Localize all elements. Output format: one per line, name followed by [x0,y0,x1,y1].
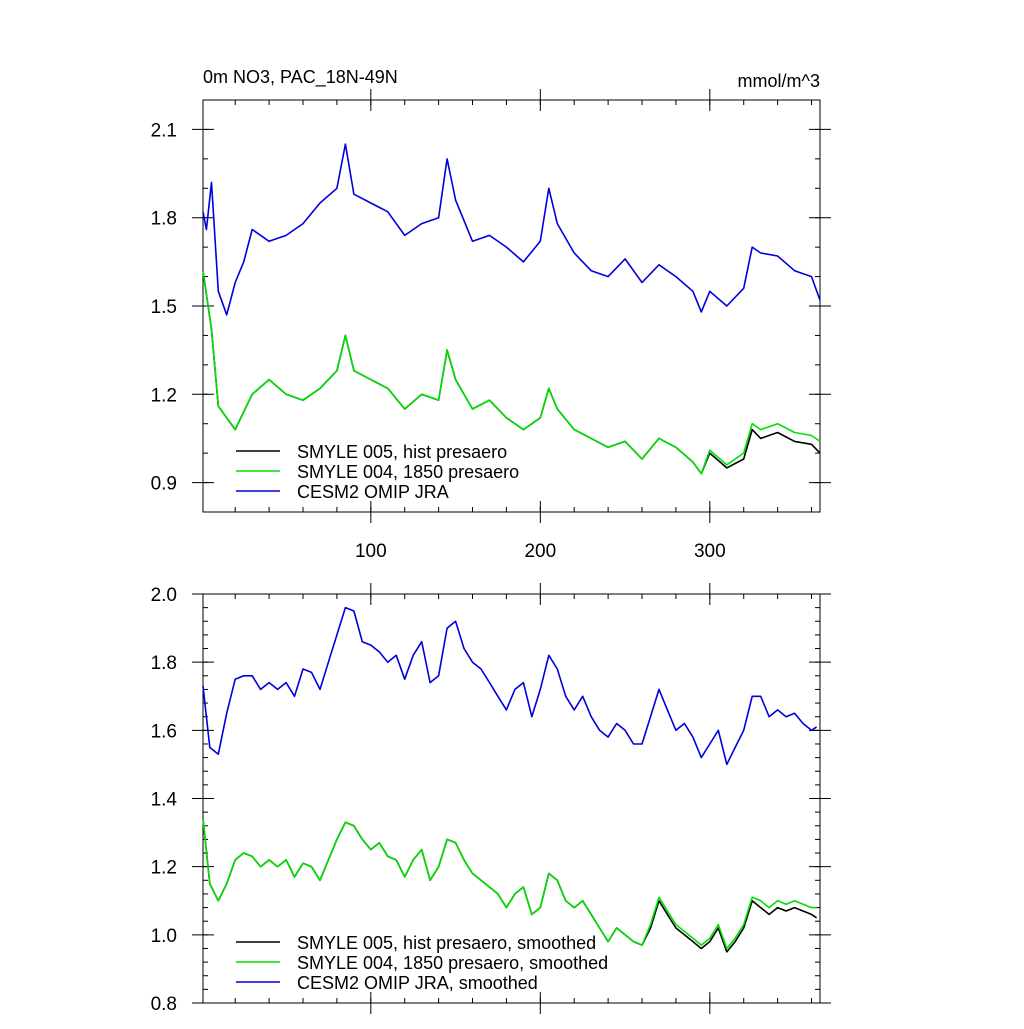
y-tick-label: 1.6 [151,721,177,742]
y-tick-label: 0.8 [151,994,177,1015]
series-line-0 [202,818,818,953]
series-line-1 [202,270,821,475]
y-tick-label: 1.2 [151,385,177,406]
y-tick-label: 1.8 [151,209,177,230]
panel-top-title-left: 0m NO3, PAC_18N-49N [203,67,398,88]
y-tick-label: 2.0 [151,585,177,606]
series-line-2 [202,143,821,316]
panel-bottom: 0.8 1.0 1.2 1.4 1.6 1.8 2.0 SMYLE 005, hist pre… [151,583,831,1015]
panel-top: 0m NO3, PAC_18N-49N mmol/m^3 0.9 1.2 1.5 1.… [151,67,831,562]
legend-label: SMYLE 004, 1850 presaero [297,462,519,482]
series-line-1 [202,818,817,950]
series-line-2 [202,606,818,766]
y-tick-label: 1.4 [151,790,178,811]
legend-label: CESM2 OMIP JRA [297,482,449,502]
y-tick-label: 1.2 [151,858,177,879]
legend-label: SMYLE 005, hist presaero [297,442,507,462]
series-line-0 [202,270,821,475]
legend-label: SMYLE 004, 1850 presaero, smoothed [297,953,608,973]
legend-label: SMYLE 005, hist presaero, smoothed [297,933,596,953]
panel-top-title-right: mmol/m^3 [738,71,820,91]
y-tick-label: 1.5 [151,297,177,318]
y-tick-label: 2.1 [151,120,177,141]
y-tick-label: 0.9 [151,474,177,495]
y-tick-label: 1.0 [151,926,177,947]
y-tick-label: 1.8 [151,653,177,674]
x-tick-label: 200 [524,541,556,562]
legend-label: CESM2 OMIP JRA, smoothed [297,973,538,993]
x-tick-label: 300 [694,541,726,562]
x-tick-label: 100 [355,541,387,562]
